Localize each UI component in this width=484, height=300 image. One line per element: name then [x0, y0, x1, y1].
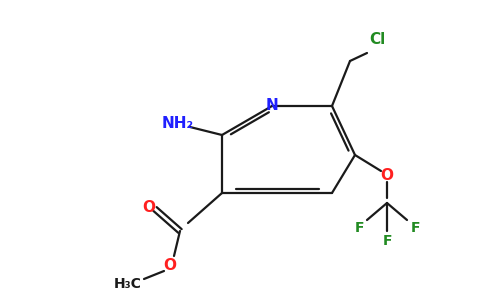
- Text: H₃C: H₃C: [114, 277, 142, 291]
- Text: O: O: [164, 259, 177, 274]
- Text: F: F: [382, 234, 392, 248]
- Text: O: O: [142, 200, 155, 215]
- Text: NH₂: NH₂: [162, 116, 194, 130]
- Text: F: F: [410, 221, 420, 235]
- Text: F: F: [354, 221, 364, 235]
- Text: N: N: [266, 98, 278, 112]
- Text: Cl: Cl: [369, 32, 385, 47]
- Text: O: O: [380, 167, 393, 182]
